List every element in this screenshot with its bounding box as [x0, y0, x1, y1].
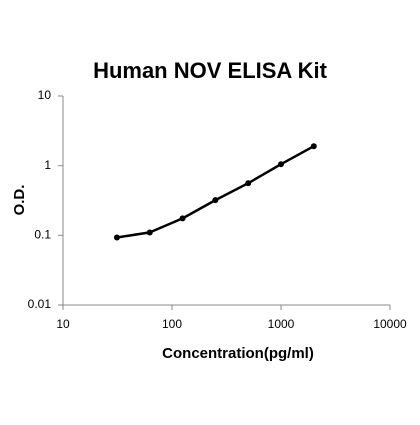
y-tick-label: 0.01: [28, 297, 52, 311]
point: [310, 143, 317, 150]
x-tick-label: 1000: [268, 317, 295, 331]
point: [245, 180, 252, 187]
point: [179, 215, 186, 222]
curve: [116, 145, 315, 239]
x-tick-label: 10: [56, 317, 70, 331]
chart-title: Human NOV ELISA Kit: [93, 58, 328, 83]
point: [113, 234, 120, 241]
point: [278, 161, 284, 168]
y-tick-label: 0.1: [34, 228, 51, 242]
y-tick-label: 10: [38, 88, 52, 102]
x-tick-label: 100: [162, 317, 182, 331]
point: [146, 229, 153, 236]
x-axis-label: Concentration(pg/ml): [162, 345, 314, 362]
x-tick-label: 10000: [373, 317, 407, 331]
y-tick-label: 1: [44, 158, 51, 172]
point: [212, 197, 219, 204]
y-axis-label: O.D.: [11, 185, 28, 216]
